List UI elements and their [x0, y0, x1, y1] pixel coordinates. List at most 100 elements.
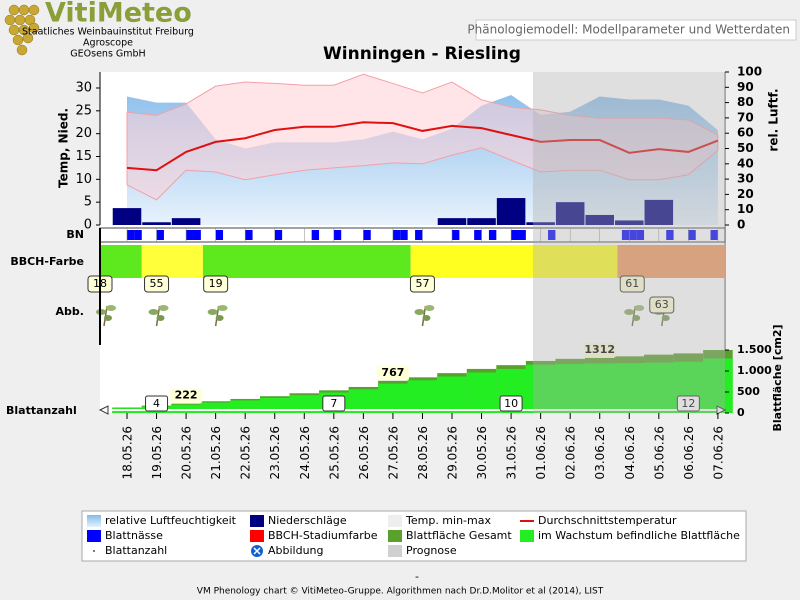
- leaf-wetness: [488, 230, 497, 240]
- x-tick-label: 22.05.26: [239, 426, 253, 479]
- plant-leaf: [422, 315, 431, 321]
- leaf-wetness: [134, 230, 142, 240]
- x-tick-label: 31.05.26: [505, 426, 519, 479]
- y2-tick-label: 70: [737, 110, 754, 124]
- legend-label: im Wachstum befindliche Blattfläche: [538, 529, 740, 542]
- leaf-area-label: 222: [175, 389, 198, 402]
- arrow: [98, 405, 109, 415]
- x-tick-label: 21.05.26: [209, 426, 223, 479]
- precip-bar: [437, 218, 467, 225]
- leaf-wetness: [363, 230, 371, 240]
- leaf-area-tick-label: 1.000: [737, 364, 772, 377]
- legend-label: Blattfläche Gesamt: [406, 529, 512, 542]
- legend-label: Abbildung: [268, 544, 324, 557]
- row-label: BN: [66, 228, 84, 241]
- y-tick-label: 20: [75, 126, 92, 141]
- plant-leaf: [156, 315, 165, 321]
- y-tick-label: 30: [75, 80, 92, 95]
- leaf-count-box: [676, 395, 700, 412]
- logo-line: Staatliches Weinbauinstitut Freiburg: [22, 27, 194, 38]
- leaf-count-label: 12: [681, 397, 695, 410]
- plant-leaf: [424, 305, 435, 311]
- leaf-area-axis-label: Blattfläche [cm2]: [771, 324, 784, 431]
- row-label: BBCH-Farbe: [10, 255, 84, 268]
- y-tick-label: 25: [75, 103, 92, 118]
- leaf-wetness: [215, 230, 224, 240]
- leaf-area-step: [466, 372, 497, 413]
- plant-leaf: [158, 305, 169, 311]
- leaf-wetness: [452, 230, 460, 240]
- y2-tick-label: 40: [737, 156, 754, 170]
- plant-leaf: [624, 309, 635, 315]
- legend-label: Durchschnittstemperatur: [538, 514, 677, 527]
- y2-tick-label: 60: [737, 126, 754, 140]
- y2-tick-label: 50: [737, 141, 754, 155]
- stage-image: [96, 305, 116, 327]
- leaf-area-step: [614, 363, 645, 413]
- precip-bar: [496, 198, 526, 225]
- plant-leaf: [207, 309, 218, 315]
- x-tick-label: 03.06.26: [593, 426, 607, 479]
- leaf-wetness: [621, 230, 630, 240]
- leaf-wetness: [518, 230, 526, 240]
- bbch-segment: [100, 245, 142, 278]
- leaf-wetness: [629, 230, 637, 240]
- stage-label: 61: [625, 277, 639, 290]
- x-tick-label: 18.05.26: [121, 426, 135, 479]
- stage-label: 19: [209, 277, 223, 290]
- leaf-wetness: [415, 230, 423, 240]
- stage-image: [414, 305, 435, 327]
- x-tick-label: 25.05.26: [327, 426, 341, 479]
- legend-swatch: [87, 515, 101, 527]
- leaf-wetness: [186, 230, 194, 240]
- temp-band: [126, 73, 719, 201]
- leaf-area-step: [200, 402, 231, 413]
- leaf-wetness: [333, 230, 342, 240]
- x-tick-label: 20.05.26: [180, 426, 194, 479]
- leaf-wetness: [156, 230, 164, 240]
- row-label: Abb.: [56, 305, 84, 318]
- leaf-area-step: [644, 362, 674, 413]
- leaf-wetness: [474, 230, 482, 240]
- plant-leaf: [217, 305, 228, 311]
- legend-label: Blattanzahl: [105, 544, 167, 557]
- arrow: [716, 405, 727, 415]
- forecast-overlay: [532, 72, 725, 413]
- leaf-area-tick-label: 0: [737, 406, 745, 419]
- bbch-segment: [410, 245, 618, 278]
- subtitle: Phänologiemodell: Modellparameter und We…: [467, 23, 790, 37]
- legend-swatch: [250, 515, 264, 527]
- plant-leaf: [414, 309, 425, 315]
- stage-label: 57: [415, 277, 429, 290]
- legend-swatch: [388, 530, 402, 542]
- precip-bar: [615, 220, 644, 225]
- leaf-area-step: [584, 363, 615, 413]
- leaf-area-label-box: [170, 388, 203, 403]
- plant-leaf: [104, 315, 112, 321]
- leaf-count-box: [322, 395, 346, 412]
- leaf-area-step: [703, 358, 733, 413]
- leaf-wetness: [274, 230, 283, 240]
- leaf-wetness: [311, 230, 320, 240]
- bbch-segment: [617, 245, 725, 278]
- mean-temp-line: [126, 121, 719, 172]
- stage-label: 63: [655, 298, 669, 311]
- precip-bar: [467, 218, 496, 225]
- note: -: [415, 570, 419, 583]
- leaf-wetness: [400, 230, 408, 240]
- stage-label: 55: [150, 277, 164, 290]
- plant-leaf: [106, 305, 116, 311]
- x-tick-label: 24.05.26: [298, 426, 312, 479]
- stage-box: [144, 275, 170, 293]
- x-tick-label: 23.05.26: [268, 426, 282, 479]
- leaf-area-step: [171, 404, 201, 413]
- leaf-wetness: [245, 230, 253, 240]
- logo: VitiMeteo: [45, 0, 192, 29]
- leaf-area-step: [437, 376, 467, 413]
- leaf-count-box: [499, 395, 523, 412]
- x-tick-label: 26.05.26: [357, 426, 371, 479]
- leaf-wetness: [392, 230, 401, 240]
- legend-swatch: [253, 547, 261, 555]
- x-tick-label: 28.05.26: [416, 426, 430, 479]
- leaf-area-label-box: [583, 342, 616, 357]
